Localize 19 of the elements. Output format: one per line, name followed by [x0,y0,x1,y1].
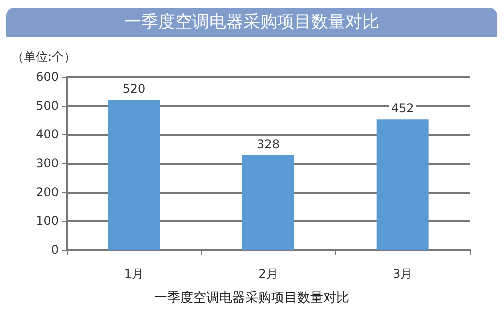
y-tick-label: 100 [36,214,59,228]
data-label: 328 [257,137,280,152]
bar [376,120,429,250]
bar [242,155,294,250]
chart-title: 一季度空调电器采购项目数量对比 [124,12,380,32]
x-tick-label: 2月 [258,267,278,281]
x-tick-label: 1月 [124,267,144,281]
y-tick-label: 400 [36,128,59,142]
text: 一季度空调电器采购项目数量对比 [154,290,350,306]
data-label: 520 [122,82,146,96]
y-tick-label: 300 [36,156,59,170]
bar [108,100,160,250]
y-tick-label: 600 [36,70,59,84]
y-axis-title: （单位:个） [12,50,76,64]
data-label: 452 [391,102,414,116]
y-tick-label: 0 [51,243,59,257]
x-tick-label: 3月 [393,267,413,281]
y-tick-label: 500 [36,98,59,113]
y-tick-label: 200 [36,185,59,200]
